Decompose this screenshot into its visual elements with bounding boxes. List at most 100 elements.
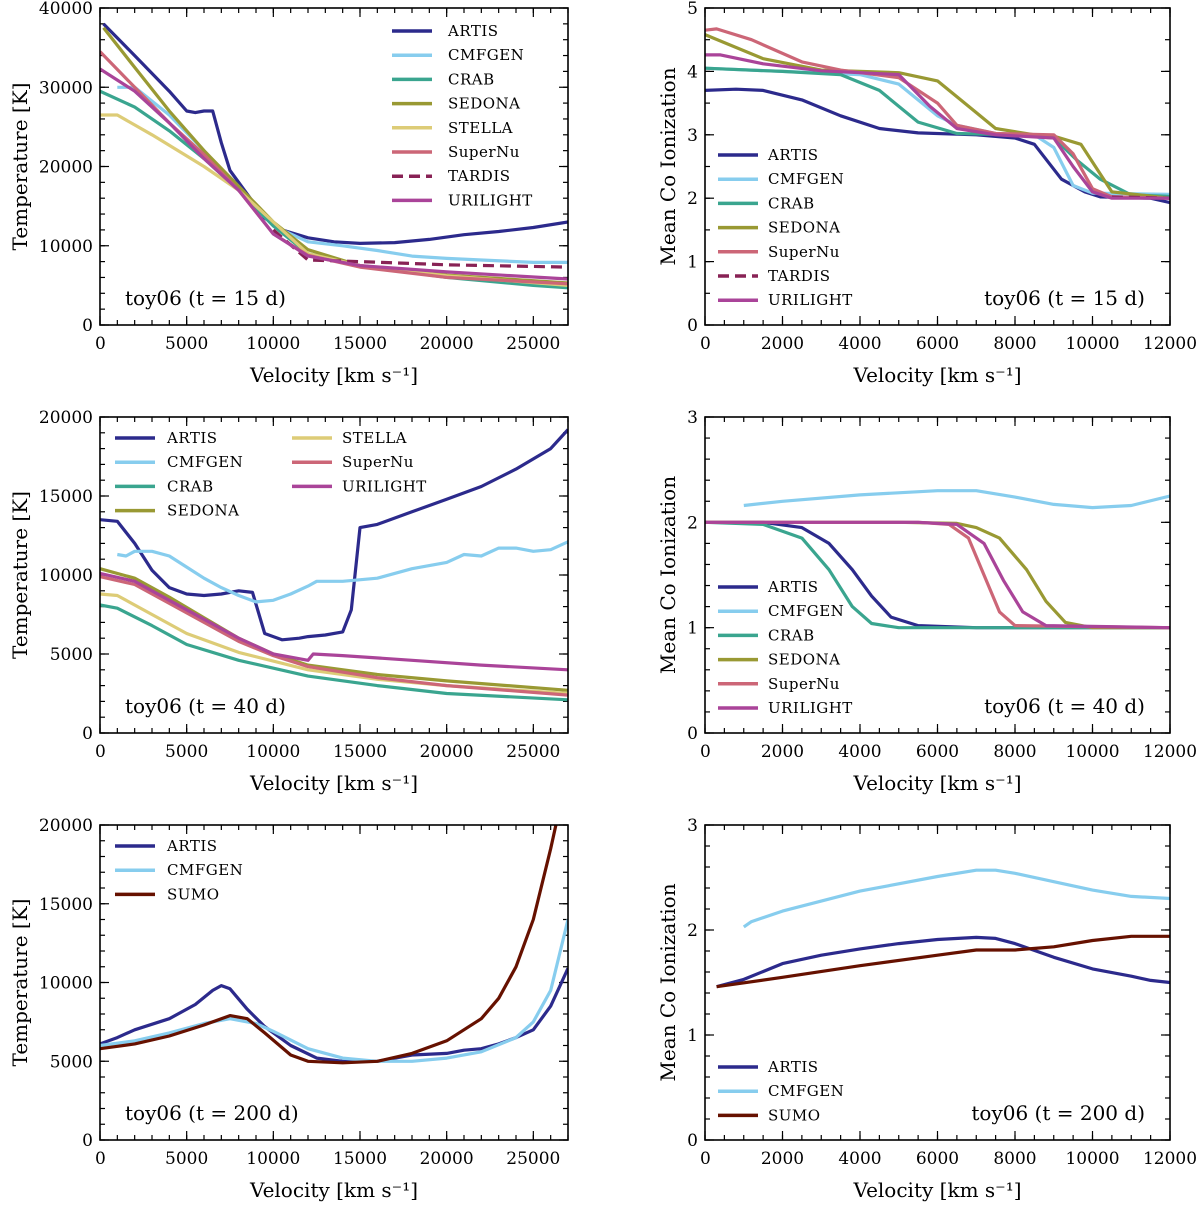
x-tick-label: 0: [700, 742, 711, 762]
panel-5: 0 5000 10000 15000 20000 25000 0 5000 10000 15000…: [8, 816, 569, 1202]
legend-label: SUMO: [167, 885, 220, 903]
legend-label: ARTIS: [166, 837, 218, 855]
x-tick-label: 8000: [993, 742, 1036, 762]
x-tick-label: 5000: [165, 1149, 208, 1169]
series-group: [100, 825, 568, 1065]
legend-label: CRAB: [167, 477, 214, 495]
y-tick-label: 10000: [39, 974, 93, 994]
x-tick-label: 2000: [761, 1149, 804, 1169]
legend: ARTIS CMFGEN CRAB SEDONA STELLA SuperNu URILIG…: [115, 429, 426, 520]
series-line-cmfgen: [743, 489, 1170, 510]
y-tick-label: 0: [82, 1131, 93, 1151]
x-tick-label: 8000: [993, 1149, 1036, 1169]
legend-label: STELLA: [448, 119, 513, 137]
legend-label: ARTIS: [767, 578, 819, 596]
panel-annotation: toy06 (t = 40 d): [125, 694, 286, 718]
x-tick-label: 5000: [165, 334, 208, 354]
legend-label: SUMO: [768, 1106, 821, 1124]
y-tick-label: 15000: [39, 487, 93, 507]
x-tick-label: 10000: [1065, 1149, 1119, 1169]
legend-label: STELLA: [342, 429, 407, 447]
series-group: [100, 428, 568, 702]
y-tick-label: 0: [687, 1131, 698, 1151]
x-tick-label: 10000: [246, 742, 300, 762]
y-tick-label: 0: [82, 316, 93, 336]
series-line-crab: [705, 520, 1170, 630]
legend-label: CMFGEN: [167, 861, 243, 879]
series-group: [716, 868, 1170, 989]
legend-label: CMFGEN: [768, 170, 844, 188]
series-line-sumo: [100, 825, 558, 1065]
legend-label: URILIGHT: [448, 191, 533, 209]
plot-frame: [99, 416, 569, 734]
x-tick-label: 4000: [838, 334, 881, 354]
series-line-artis: [100, 967, 568, 1063]
y-axis-label: Mean Co Ionization: [656, 67, 680, 265]
legend-label: CMFGEN: [167, 453, 243, 471]
y-tick-label: 40000: [39, 0, 93, 19]
legend-label: SEDONA: [768, 651, 841, 669]
x-tick-label: 5000: [165, 742, 208, 762]
panel-1: 0 5000 10000 15000 20000 25000 0 10000 20000 3000…: [8, 0, 569, 387]
y-axis-label: Temperature [K]: [8, 83, 32, 251]
x-tick-label: 25000: [506, 334, 560, 354]
legend-label: CRAB: [768, 194, 815, 212]
x-tick-label: 12000: [1143, 334, 1197, 354]
series-line-supernu: [100, 575, 568, 697]
legend-label: URILIGHT: [768, 699, 853, 717]
legend-label: TARDIS: [768, 267, 831, 285]
panel-annotation: toy06 (t = 15 d): [984, 286, 1145, 310]
series-line-urilight: [705, 53, 1170, 200]
plot-frame: [704, 824, 1171, 1141]
x-axis-label: Velocity [km s⁻¹]: [249, 363, 418, 387]
panel-6: 0 2000 4000 6000 8000 10000 12000 0 1 2 3 ARTIS CMFG…: [656, 816, 1197, 1202]
x-tick-label: 10000: [1065, 742, 1119, 762]
legend-label: CMFGEN: [768, 1082, 844, 1100]
series-line-sumo: [716, 934, 1170, 989]
legend-label: SuperNu: [448, 143, 520, 161]
y-tick-label: 0: [687, 724, 698, 744]
panel-3: 0 5000 10000 15000 20000 25000 0 5000 10000 15000…: [8, 408, 569, 795]
x-axis-label: Velocity [km s⁻¹]: [852, 1178, 1021, 1202]
legend-label: TARDIS: [448, 167, 511, 185]
x-tick-label: 20000: [420, 742, 474, 762]
y-tick-label: 20000: [39, 816, 93, 836]
legend-label: ARTIS: [447, 22, 499, 40]
legend-label: SEDONA: [167, 502, 240, 520]
legend: ARTIS CMFGEN CRAB SEDONA STELLA SuperNu TARDIS…: [392, 22, 533, 209]
legend-label: CRAB: [768, 626, 815, 644]
y-tick-label: 1: [687, 253, 698, 273]
y-tick-label: 2: [687, 189, 698, 209]
y-axis-label: Mean Co Ionization: [656, 883, 680, 1081]
y-tick-label: 0: [82, 724, 93, 744]
legend-label: CMFGEN: [768, 602, 844, 620]
plot-frame: [704, 7, 1171, 326]
x-tick-label: 2000: [761, 742, 804, 762]
panel-annotation: toy06 (t = 15 d): [125, 286, 286, 310]
plot-frame: [99, 7, 569, 326]
legend-label: SuperNu: [768, 675, 840, 693]
legend: ARTIS CMFGEN CRAB SEDONA SuperNu TARDIS URILIG…: [718, 146, 853, 309]
x-tick-label: 0: [95, 1149, 106, 1169]
x-tick-label: 15000: [333, 1149, 387, 1169]
y-axis-label: Temperature [K]: [8, 899, 32, 1067]
series-group: [100, 22, 568, 290]
y-tick-label: 3: [687, 816, 698, 836]
x-tick-label: 15000: [333, 334, 387, 354]
x-tick-label: 6000: [916, 334, 959, 354]
legend-label: SuperNu: [342, 453, 414, 471]
x-tick-label: 8000: [993, 334, 1036, 354]
series-line-artis: [100, 428, 568, 642]
x-tick-label: 0: [700, 1149, 711, 1169]
y-tick-label: 1: [687, 619, 698, 639]
y-tick-label: 3: [687, 126, 698, 146]
plot-frame: [99, 824, 569, 1141]
legend-label: URILIGHT: [768, 291, 853, 309]
x-tick-label: 25000: [506, 742, 560, 762]
x-axis-label: Velocity [km s⁻¹]: [852, 771, 1021, 795]
series-line-crab: [100, 603, 568, 702]
y-tick-label: 5000: [50, 645, 93, 665]
x-tick-label: 20000: [420, 1149, 474, 1169]
x-tick-label: 10000: [246, 1149, 300, 1169]
legend: ARTIS CMFGEN CRAB SEDONA SuperNu URILIGHT: [718, 578, 853, 717]
